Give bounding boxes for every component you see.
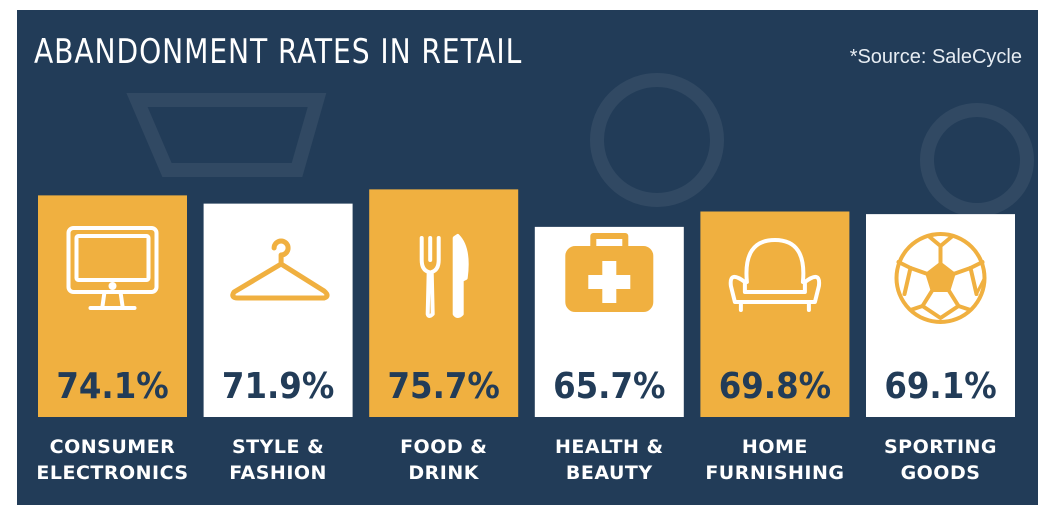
chart-title: ABANDONMENT RATES IN RETAIL [34,32,523,72]
hanger-icon [230,238,330,301]
category-label: FASHION [229,462,327,484]
bar [700,211,850,417]
category-label: ELECTRONICS [36,462,188,484]
first-aid-kit-icon [565,233,654,312]
category-label: HEALTH & [555,436,664,458]
bar-group: 71.9% STYLE & FASHION [203,203,353,484]
armchair-icon [728,238,822,312]
category-label: BEAUTY [566,462,653,484]
category-label: STYLE & [232,436,324,458]
bar-group: 74.1% CONSUMER ELECTRONICS [36,195,188,484]
cart-decoration [126,93,327,177]
background-decoration [126,73,1034,217]
fork-knife-icon [419,234,469,318]
circle-decoration [920,103,1034,217]
category-label: SPORTING [884,436,997,458]
category-label: FOOD & [400,436,487,458]
bar-group: 65.7% HEALTH & BEAUTY [534,226,684,484]
category-label: FURNISHING [705,462,844,484]
category-label: GOODS [901,462,981,484]
value-label: 71.9% [222,366,334,407]
value-label: 74.1% [56,366,168,407]
circle-decoration [590,73,724,207]
value-label: 65.7% [553,366,665,407]
bar [369,189,519,417]
category-label: CONSUMER [50,436,176,458]
bar-group: 69.1% SPORTING GOODS [866,214,1015,484]
soccer-ball-icon [894,232,987,324]
category-label: DRINK [408,462,479,484]
category-label: HOME [742,436,808,458]
monitor-icon [66,226,159,310]
value-label: 75.7% [388,366,500,407]
bar-group: 69.8% HOME FURNISHING [700,211,850,484]
bar-group: 75.7% FOOD & DRINK [369,189,519,484]
chart-card: ABANDONMENT RATES IN RETAIL *Source: Sal… [17,10,1038,505]
value-label: 69.1% [884,366,996,407]
bar-chart: 74.1% CONSUMER ELECTRONICS 71.9% STYLE & FASH… [36,73,1034,484]
source-note: *Source: SaleCycle [849,46,1022,68]
value-label: 69.8% [719,366,831,407]
